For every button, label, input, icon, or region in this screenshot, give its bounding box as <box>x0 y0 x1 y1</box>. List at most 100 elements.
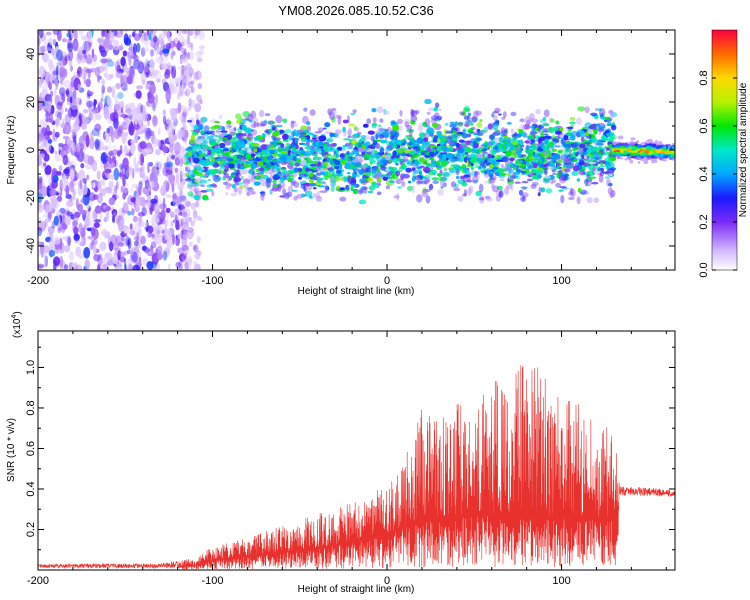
noise-blob <box>181 195 186 201</box>
signal-blob <box>501 116 506 120</box>
noise-blob <box>106 60 115 67</box>
noise-blob <box>120 106 124 114</box>
noise-blob <box>138 228 142 238</box>
halo-blob <box>538 186 542 193</box>
tail-blob <box>657 153 662 157</box>
signal-blob <box>499 150 507 153</box>
noise-blob <box>38 205 43 214</box>
noise-blob <box>87 155 95 166</box>
halo-blob <box>383 110 390 115</box>
noise-blob <box>164 52 169 64</box>
edge-blob <box>178 35 185 41</box>
noise-blob <box>57 101 63 107</box>
signal-blob <box>496 130 501 133</box>
signal-blob <box>193 125 198 130</box>
signal-blob <box>423 166 431 173</box>
noise-blob <box>100 160 103 170</box>
signal-blob <box>222 175 230 178</box>
signal-blob <box>189 173 196 178</box>
tail-blob <box>671 158 675 161</box>
signal-blob <box>487 123 493 130</box>
signal-blob <box>362 164 367 170</box>
noise-blob <box>173 64 177 72</box>
signal-blob <box>436 130 443 135</box>
noise-blob <box>171 234 176 245</box>
noise-blob <box>143 127 151 134</box>
signal-blob <box>268 121 277 124</box>
signal-blob <box>441 146 450 152</box>
noise-blob <box>63 264 69 270</box>
signal-blob <box>369 161 373 165</box>
noise-blob <box>90 226 96 237</box>
halo-blob <box>396 118 404 125</box>
y-tick-label: 20 <box>25 96 37 108</box>
halo-blob <box>510 171 514 181</box>
signal-blob <box>335 170 342 174</box>
signal-blob <box>301 193 305 198</box>
y-tick-label: 0.4 <box>25 481 37 496</box>
noise-blob <box>104 132 110 137</box>
tail-blob <box>620 157 624 160</box>
noise-blob <box>111 155 116 164</box>
signal-blob <box>421 159 429 166</box>
halo-blob <box>260 190 266 197</box>
noise-blob <box>125 67 130 78</box>
signal-blob <box>499 178 505 182</box>
halo-blob <box>247 186 254 193</box>
tail-blob <box>619 149 624 152</box>
signal-blob <box>219 142 226 149</box>
tail-blob <box>612 141 618 146</box>
signal-blob <box>276 142 282 145</box>
signal-blob <box>199 142 208 147</box>
noise-blob <box>155 161 161 168</box>
signal-blob <box>210 162 215 165</box>
signal-blob <box>440 186 444 189</box>
signal-blob <box>521 154 527 157</box>
tail-blob <box>623 142 629 147</box>
noise-blob <box>62 135 69 140</box>
signal-blob <box>465 120 473 124</box>
signal-blob <box>246 187 252 190</box>
signal-blob <box>528 133 535 140</box>
noise-blob <box>88 112 94 121</box>
signal-blob <box>457 121 464 127</box>
signal-blob <box>475 190 482 197</box>
signal-blob <box>282 118 288 123</box>
signal-blob <box>221 137 229 141</box>
halo-blob <box>510 111 517 117</box>
signal-blob <box>269 149 275 154</box>
noise-blob <box>116 58 122 66</box>
noise-blob <box>38 80 42 86</box>
noise-blob <box>100 98 104 103</box>
signal-blob <box>586 148 592 154</box>
noise-blob <box>71 181 78 186</box>
signal-blob <box>570 160 574 164</box>
tail-blob <box>643 159 649 162</box>
halo-blob <box>366 118 371 125</box>
halo-blob <box>558 172 564 177</box>
noise-blob <box>68 251 75 262</box>
y-tick-label: 40 <box>25 48 37 60</box>
signal-blob <box>545 188 553 194</box>
noise-blob <box>159 58 165 69</box>
signal-blob <box>455 127 459 132</box>
halo-blob <box>303 107 308 112</box>
noise-blob <box>56 30 62 42</box>
noise-blob <box>44 218 48 228</box>
halo-blob <box>531 181 539 186</box>
signal-blob <box>538 124 544 129</box>
halo-blob <box>304 187 308 192</box>
colorbar-tick-label: 0.8 <box>698 70 710 85</box>
noise-blob <box>156 78 161 83</box>
signal-blob <box>551 137 557 142</box>
noise-blob <box>38 156 42 166</box>
noise-blob <box>57 227 62 234</box>
noise-blob <box>51 47 55 56</box>
halo-blob <box>442 174 446 182</box>
signal-blob <box>211 151 216 156</box>
signal-blob <box>604 157 611 163</box>
noise-blob <box>122 174 126 187</box>
tail-blob <box>655 145 661 150</box>
noise-blob <box>83 117 87 128</box>
